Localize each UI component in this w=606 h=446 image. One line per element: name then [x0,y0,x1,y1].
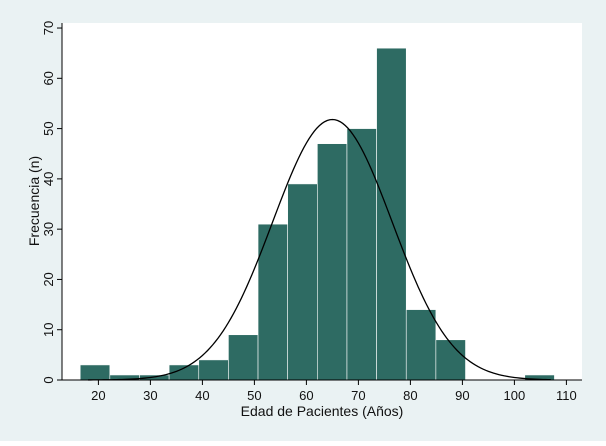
y-tick-label-70: 70 [41,21,56,35]
histogram-bar-8 [317,143,348,381]
histogram-bar-11 [405,309,437,381]
axes-group: 20 30 40 50 60 70 80 90 100 110 0 10 20 30 40 50 60 70 [41,21,582,403]
x-tick-label-110: 110 [556,388,577,403]
y-tick-label-20: 20 [41,272,56,286]
x-tick-label-90: 90 [455,388,469,403]
x-tick-label-30: 30 [143,388,157,403]
x-tick-label-100: 100 [504,388,526,403]
x-tick-label-50: 50 [247,388,261,403]
histogram-bar-10 [376,47,407,381]
x-tick-label-20: 20 [91,388,105,403]
y-tick-label-10: 10 [41,322,56,336]
y-tick-label-50: 50 [41,121,56,135]
histogram-bar-9 [346,128,377,381]
y-tick-label-40: 40 [41,172,56,186]
histogram-bar-7 [287,183,318,381]
histogram-bar-5 [228,334,259,381]
x-tick-label-70: 70 [351,388,365,403]
y-axis-label: Frecuencia (n) [26,156,42,246]
bars-group [79,47,555,381]
x-tick-label-80: 80 [403,388,417,403]
y-tick-label-30: 30 [41,222,56,236]
x-tick-label-60: 60 [299,388,313,403]
histogram-bar-12 [435,339,466,381]
y-tick-label-60: 60 [41,71,56,85]
normal-curve [87,118,551,381]
x-axis-label: Edad de Pacientes (Años) [241,403,404,419]
x-tick-label-40: 40 [195,388,209,403]
histogram-bar-6 [257,223,288,381]
y-tick-label-0: 0 [41,376,56,383]
histogram-bar-0 [79,364,111,381]
histogram-bar-4 [198,359,229,381]
